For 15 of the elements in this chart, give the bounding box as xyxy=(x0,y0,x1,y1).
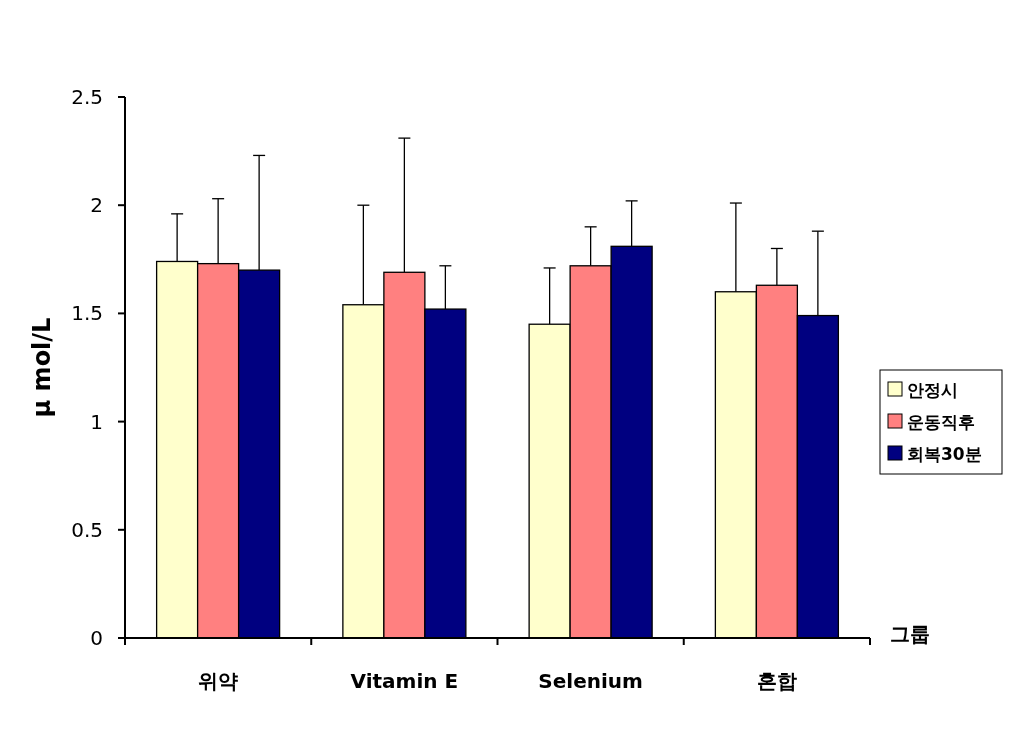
y-tick-label: 2.5 xyxy=(71,85,103,109)
y-axis-title: μ mol/L xyxy=(28,317,56,418)
y-tick-label: 2 xyxy=(90,193,103,218)
y-tick-label: 1.5 xyxy=(71,301,103,326)
y-tick-label: 0.5 xyxy=(71,517,103,542)
x-tick-label: Vitamin E xyxy=(350,669,459,693)
x-tick-label: 위약 xyxy=(198,669,239,693)
y-tick-label: 1 xyxy=(90,409,103,434)
x-tick-label: 혼합 xyxy=(756,669,797,693)
legend-label: 회복30분 xyxy=(907,444,982,464)
legend-label: 운동직후 xyxy=(907,412,975,432)
x-axis-title: 그룹 xyxy=(890,622,930,646)
y-tick-label: 0 xyxy=(90,626,103,650)
legend-label: 안정시 xyxy=(907,380,958,400)
x-tick-label: Selenium xyxy=(538,669,643,693)
